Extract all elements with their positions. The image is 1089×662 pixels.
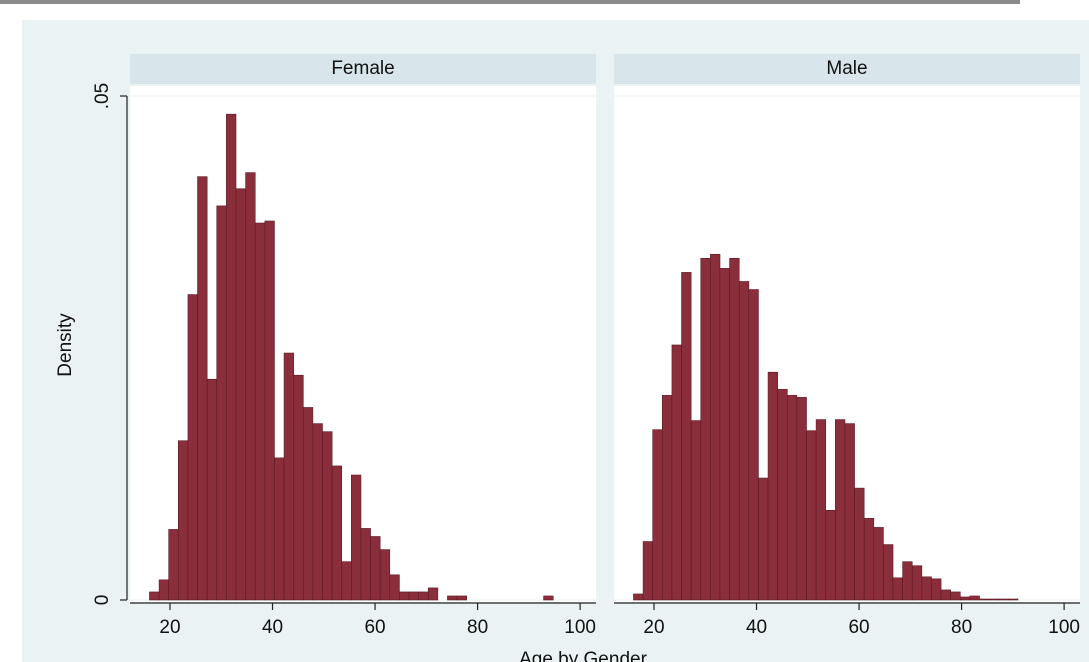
- bar: [360, 528, 371, 601]
- bar: [197, 176, 208, 601]
- x-tick-label: 40: [746, 617, 767, 638]
- bar: [264, 220, 275, 601]
- bar: [389, 574, 400, 601]
- x-tick-label: 20: [159, 617, 180, 638]
- bar: [854, 487, 865, 601]
- bar: [245, 172, 256, 601]
- bar: [931, 578, 942, 601]
- bar: [302, 407, 314, 601]
- x-tick-label: 60: [364, 617, 385, 638]
- panel-title: Female: [331, 58, 394, 79]
- bar: [254, 222, 266, 601]
- bar: [825, 509, 836, 601]
- bar: [921, 576, 932, 601]
- y-tick-label: .05: [92, 83, 113, 109]
- bar: [149, 591, 160, 601]
- bar: [815, 419, 827, 601]
- bar: [642, 541, 654, 601]
- bar: [543, 595, 554, 601]
- bar: [911, 565, 923, 601]
- x-tick-label: 100: [564, 617, 596, 638]
- bar: [710, 253, 721, 601]
- bar: [456, 595, 467, 601]
- bar: [777, 389, 788, 601]
- bar: [206, 378, 218, 601]
- bar: [447, 595, 458, 601]
- top-rule: [0, 0, 1020, 4]
- bar: [283, 352, 294, 601]
- bar: [418, 591, 429, 601]
- bar: [883, 544, 894, 601]
- bar: [719, 268, 730, 601]
- bar: [835, 419, 846, 601]
- bar: [168, 529, 179, 601]
- bar: [187, 294, 198, 601]
- bar: [341, 561, 352, 601]
- bar: [729, 257, 740, 601]
- y-tick-label: 0: [92, 595, 113, 606]
- bar: [748, 289, 759, 601]
- bar: [902, 561, 913, 601]
- x-tick-label: 40: [262, 617, 283, 638]
- x-tick-label: 80: [467, 617, 488, 638]
- bar: [873, 527, 884, 601]
- x-tick-label: 60: [848, 617, 869, 638]
- x-tick-label: 80: [951, 617, 972, 638]
- bar: [940, 589, 951, 601]
- panel-header: [614, 54, 1080, 84]
- bar: [662, 395, 673, 601]
- bar: [178, 440, 189, 601]
- bar: [700, 257, 711, 601]
- y-axis-label: Density: [55, 313, 76, 377]
- bar: [235, 188, 246, 601]
- bar: [274, 457, 285, 601]
- bar: [690, 420, 702, 601]
- bar: [681, 272, 692, 601]
- panel-title: Male: [826, 58, 867, 79]
- bar: [979, 598, 990, 601]
- bar: [399, 591, 410, 601]
- bar: [796, 397, 807, 601]
- bar: [226, 113, 237, 601]
- bar: [293, 374, 304, 601]
- bar: [331, 465, 343, 601]
- bar: [322, 431, 333, 601]
- bar: [959, 596, 971, 601]
- bar: [312, 423, 323, 601]
- bar: [969, 595, 980, 601]
- bar: [370, 536, 381, 601]
- bar: [633, 593, 644, 601]
- bar: [892, 577, 903, 601]
- bar: [427, 587, 439, 601]
- bar: [351, 474, 362, 601]
- panel-header: [130, 54, 596, 84]
- bar: [652, 429, 663, 601]
- x-axis-label: Age by Gender: [519, 649, 647, 662]
- bar: [786, 395, 798, 601]
- bar: [408, 591, 419, 601]
- bar: [1008, 598, 1019, 601]
- bar: [844, 423, 855, 601]
- bar: [767, 371, 778, 601]
- bar: [158, 579, 170, 601]
- bar: [216, 205, 227, 601]
- bar: [950, 591, 961, 601]
- bar: [738, 281, 750, 601]
- bar: [806, 430, 817, 601]
- x-tick-label: 100: [1048, 617, 1080, 638]
- x-tick-label: 20: [643, 617, 664, 638]
- bar: [998, 598, 1009, 601]
- bar: [379, 549, 391, 601]
- bar: [671, 344, 682, 601]
- bar: [758, 477, 769, 601]
- bar: [988, 598, 1000, 601]
- bar: [863, 518, 875, 601]
